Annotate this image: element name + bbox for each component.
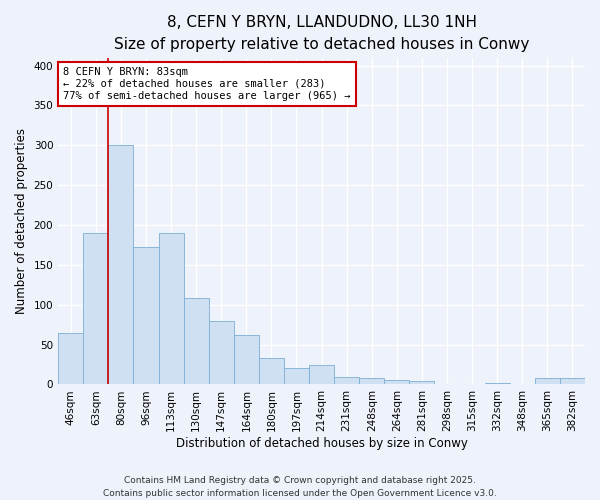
Bar xyxy=(83,233,109,384)
X-axis label: Distribution of detached houses by size in Conwy: Distribution of detached houses by size … xyxy=(176,437,467,450)
Bar xyxy=(385,380,409,384)
Bar xyxy=(535,378,560,384)
Bar xyxy=(259,358,284,384)
Text: 8 CEFN Y BRYN: 83sqm
← 22% of detached houses are smaller (283)
77% of semi-deta: 8 CEFN Y BRYN: 83sqm ← 22% of detached h… xyxy=(64,68,351,100)
Bar xyxy=(133,248,158,384)
Text: Contains HM Land Registry data © Crown copyright and database right 2025.
Contai: Contains HM Land Registry data © Crown c… xyxy=(103,476,497,498)
Title: 8, CEFN Y BRYN, LLANDUDNO, LL30 1NH
Size of property relative to detached houses: 8, CEFN Y BRYN, LLANDUDNO, LL30 1NH Size… xyxy=(114,15,529,52)
Bar xyxy=(309,364,334,384)
Bar xyxy=(409,382,434,384)
Bar xyxy=(58,332,83,384)
Bar xyxy=(109,145,133,384)
Bar xyxy=(359,378,385,384)
Bar xyxy=(334,378,359,384)
Bar xyxy=(209,320,234,384)
Bar xyxy=(234,335,259,384)
Y-axis label: Number of detached properties: Number of detached properties xyxy=(15,128,28,314)
Bar xyxy=(158,233,184,384)
Bar xyxy=(184,298,209,384)
Bar xyxy=(560,378,585,384)
Bar xyxy=(485,383,510,384)
Bar xyxy=(284,368,309,384)
